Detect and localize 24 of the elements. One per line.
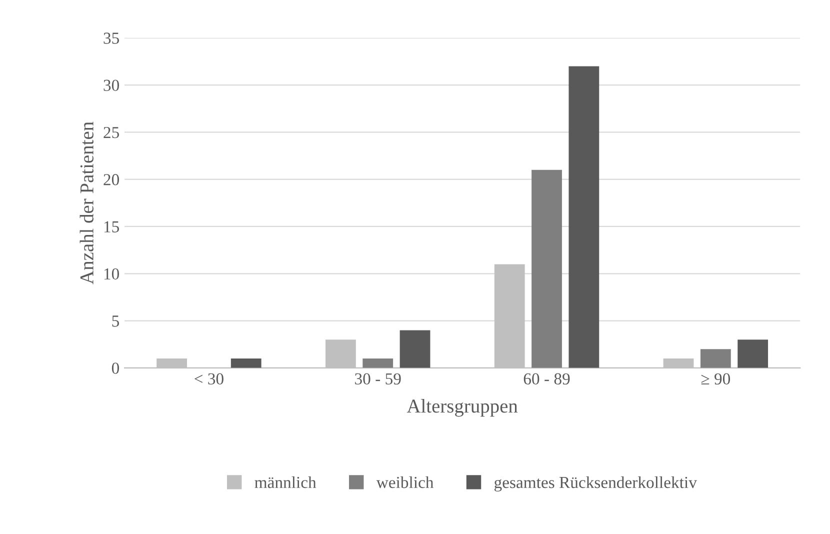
bar — [700, 349, 731, 368]
bar — [230, 358, 262, 368]
x-tick-label: ≥ 90 — [701, 373, 730, 385]
legend-label: weiblich — [376, 476, 434, 488]
y-tick-label: 0 — [112, 362, 120, 374]
y-tick-label: 15 — [104, 221, 119, 232]
x-tick-label: 30 - 59 — [355, 373, 401, 385]
bar — [400, 330, 430, 368]
bar — [568, 66, 600, 368]
bar — [532, 170, 562, 368]
y-tick-label: 30 — [104, 80, 120, 92]
y-tick-label: 10 — [104, 268, 120, 280]
y-tick-label: 25 — [104, 126, 119, 138]
legend-label: gesamtes Rücksenderkollektiv — [494, 476, 697, 492]
legend-label: männlich — [254, 476, 316, 488]
bar — [362, 358, 394, 368]
x-tick-label: 60 - 89 — [524, 373, 570, 385]
y-tick-label: 20 — [104, 174, 120, 186]
bar — [738, 340, 768, 368]
y-axis-title: Anzahl der Patienten — [80, 122, 94, 284]
x-axis-title: Altersgruppen — [406, 399, 518, 417]
y-tick-label: 35 — [104, 32, 119, 44]
y-tick-label: 5 — [112, 316, 119, 327]
x-tick-label: < 30 — [194, 373, 224, 385]
